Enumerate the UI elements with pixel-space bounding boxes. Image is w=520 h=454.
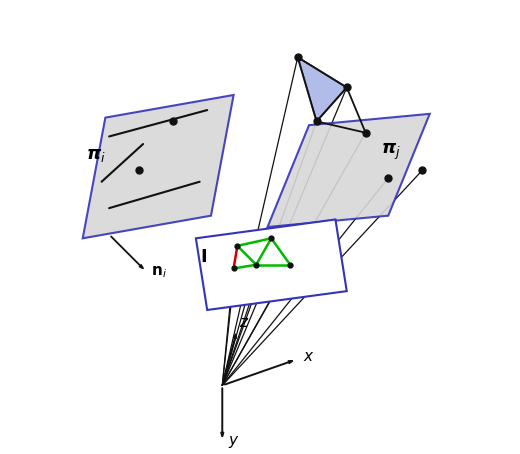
Text: $y$: $y$ <box>228 434 240 450</box>
Text: $\mathbf{I}$: $\mathbf{I}$ <box>200 248 206 266</box>
Text: $\boldsymbol{\pi}_j$: $\boldsymbol{\pi}_j$ <box>381 142 400 162</box>
Polygon shape <box>298 57 347 121</box>
Text: $x$: $x$ <box>303 350 315 364</box>
Text: $\mathbf{n}_i$: $\mathbf{n}_i$ <box>151 264 166 280</box>
Polygon shape <box>83 95 233 238</box>
Text: $z$: $z$ <box>239 316 250 330</box>
Polygon shape <box>196 219 347 310</box>
Polygon shape <box>268 114 430 227</box>
Text: $\boldsymbol{\pi}_i$: $\boldsymbol{\pi}_i$ <box>86 146 107 164</box>
